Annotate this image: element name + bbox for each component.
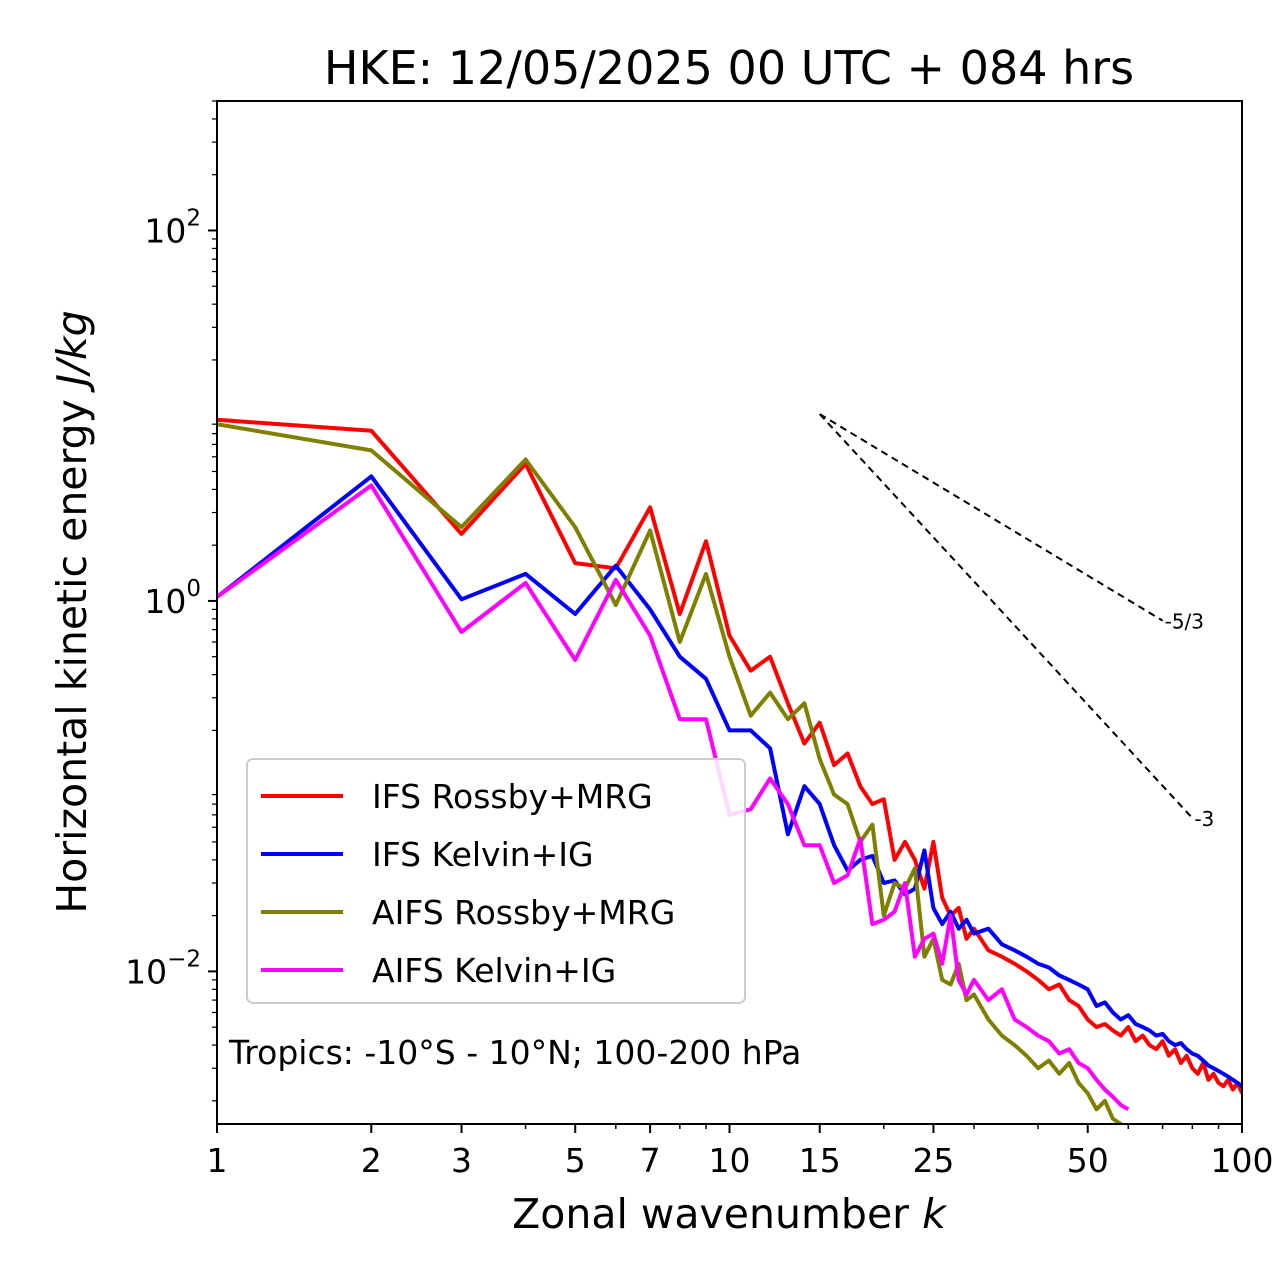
y-tick-base: 10 (144, 211, 186, 250)
legend-label: IFS Rossby+MRG (372, 777, 653, 816)
x-tick-label: 7 (640, 1141, 661, 1180)
y-tick-exponent: 2 (186, 205, 201, 231)
series-line-2 (217, 422, 1125, 1124)
y-tick-exponent: −2 (167, 946, 201, 972)
x-tick-label: 10 (709, 1141, 751, 1180)
x-tick-label: 1 (207, 1141, 228, 1180)
x-axis-symbol: k (922, 1190, 948, 1238)
y-axis-label: Horizontal kinetic energy J/kg (48, 310, 96, 913)
legend-box (246, 758, 746, 1004)
x-tick-label: 50 (1067, 1141, 1109, 1180)
reference-slope-label: -5/3 (1165, 610, 1204, 634)
legend: IFS Rossby+MRG IFS Kelvin+IG AIFS Rossby+M… (246, 758, 746, 1004)
x-axis-ticks: 1 2 3 5 7 10 15 25 50 100 (207, 1124, 1274, 1180)
legend-label: AIFS Kelvin+IG (372, 951, 616, 990)
y-axis-units: J/kg (48, 310, 96, 393)
y-tick-label: 102 (144, 205, 201, 250)
y-tick-base: 10 (125, 952, 167, 991)
y-tick-base: 10 (144, 582, 186, 621)
reference-slope-line (819, 413, 1164, 622)
series-line-1 (217, 474, 1242, 1088)
reference-slope-line (819, 413, 1194, 819)
x-tick-label: 5 (565, 1141, 586, 1180)
series-layer (217, 417, 1242, 1124)
reference-slopes: -5/3 -3 (819, 413, 1214, 831)
x-tick-label: 100 (1211, 1141, 1274, 1180)
region-annotation: Tropics: -10°S - 10°N; 100-200 hPa (228, 1033, 801, 1072)
x-tick-label: 3 (451, 1141, 472, 1180)
y-tick-exponent: 0 (186, 576, 201, 602)
y-tick-label: 10−2 (125, 946, 201, 991)
reference-slope-label: -3 (1194, 807, 1214, 831)
x-tick-label: 2 (361, 1141, 382, 1180)
legend-label: AIFS Rossby+MRG (372, 893, 675, 932)
y-tick-label: 100 (144, 576, 201, 621)
x-tick-label: 25 (912, 1141, 954, 1180)
series-line-3 (217, 483, 1130, 1112)
x-axis-label: Zonal wavenumber k (512, 1190, 948, 1238)
series-line-0 (217, 417, 1242, 1095)
legend-label: IFS Kelvin+IG (372, 835, 594, 874)
chart-title: HKE: 12/05/2025 00 UTC + 084 hrs (324, 41, 1134, 95)
x-tick-label: 15 (799, 1141, 841, 1180)
